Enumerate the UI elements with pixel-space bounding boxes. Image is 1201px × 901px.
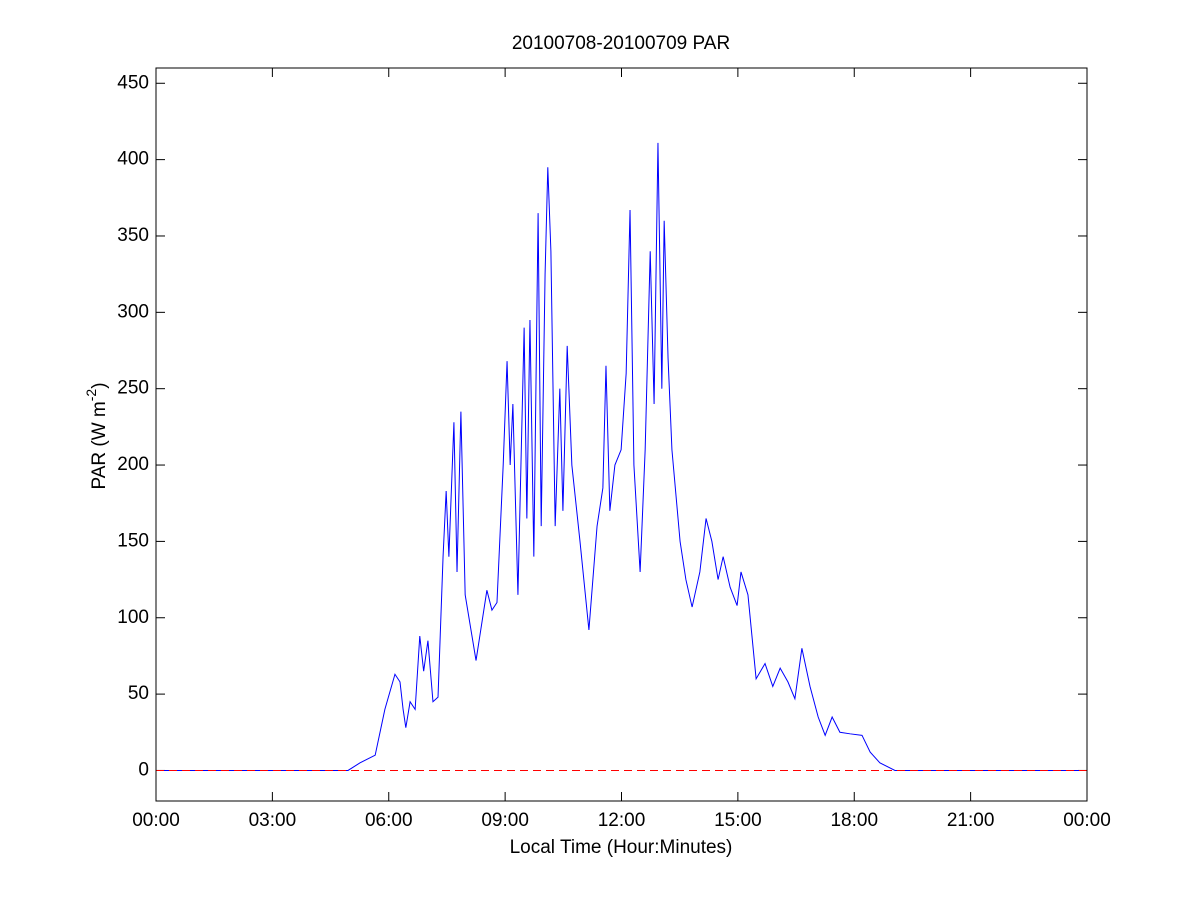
y-tick-label: 150	[117, 530, 149, 551]
chart-title: 20100708-20100709 PAR	[512, 33, 730, 54]
x-tick-label: 00:00	[132, 810, 180, 831]
x-tick-label: 21:00	[947, 810, 995, 831]
x-tick-label: 03:00	[249, 810, 297, 831]
x-tick-label: 18:00	[830, 810, 878, 831]
y-tick-label: 200	[117, 454, 149, 475]
y-label-text: PAR (W m	[89, 401, 110, 489]
x-tick-label: 00:00	[1063, 810, 1111, 831]
y-tick-label: 0	[138, 759, 149, 780]
x-tick-label: 09:00	[481, 810, 529, 831]
plot-frame	[155, 67, 1088, 802]
y-label-sup: -2	[83, 389, 99, 402]
y-tick-label: 100	[117, 607, 149, 628]
y-tick-label: 50	[128, 683, 149, 704]
x-tick-label: 15:00	[714, 810, 762, 831]
y-tick-label: 250	[117, 378, 149, 399]
y-tick-label: 450	[117, 72, 149, 93]
x-axis-label: Local Time (Hour:Minutes)	[510, 837, 733, 858]
x-tick-label: 12:00	[598, 810, 646, 831]
y-axis-label: PAR (W m-2)	[83, 382, 110, 489]
y-tick-label: 300	[117, 301, 149, 322]
data-line	[156, 142, 1087, 771]
y-label-close: )	[89, 382, 110, 388]
y-tick-label: 400	[117, 149, 149, 170]
y-tick-label: 350	[117, 225, 149, 246]
x-tick-label: 06:00	[365, 810, 413, 831]
